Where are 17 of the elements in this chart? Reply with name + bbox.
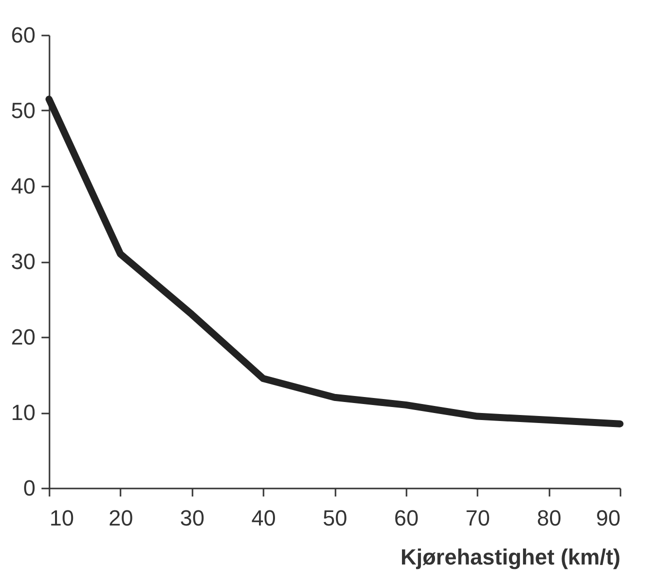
x-axis-title: Kjørehastighet (km/t)	[400, 544, 620, 570]
y-tick-label: 50	[11, 98, 36, 123]
x-tick-label: 50	[322, 506, 348, 530]
x-tick-label: 80	[536, 506, 562, 530]
x-tick-label: 30	[180, 506, 204, 530]
y-tick-label: 40	[11, 174, 36, 198]
x-tick-label: 20	[108, 506, 134, 530]
y-tick-label: 30	[11, 249, 36, 274]
x-tick-label: 70	[466, 506, 490, 530]
x-tick-label: 10	[50, 506, 74, 530]
x-tick-label: 60	[394, 506, 419, 530]
x-tick-label: 90	[596, 506, 620, 530]
y-tick-label: 10	[11, 400, 36, 425]
y-tick-label: 0	[23, 476, 36, 500]
y-tick-label: 20	[11, 324, 36, 350]
y-tick-label: 60	[11, 22, 36, 48]
x-tick-label: 40	[251, 506, 276, 530]
